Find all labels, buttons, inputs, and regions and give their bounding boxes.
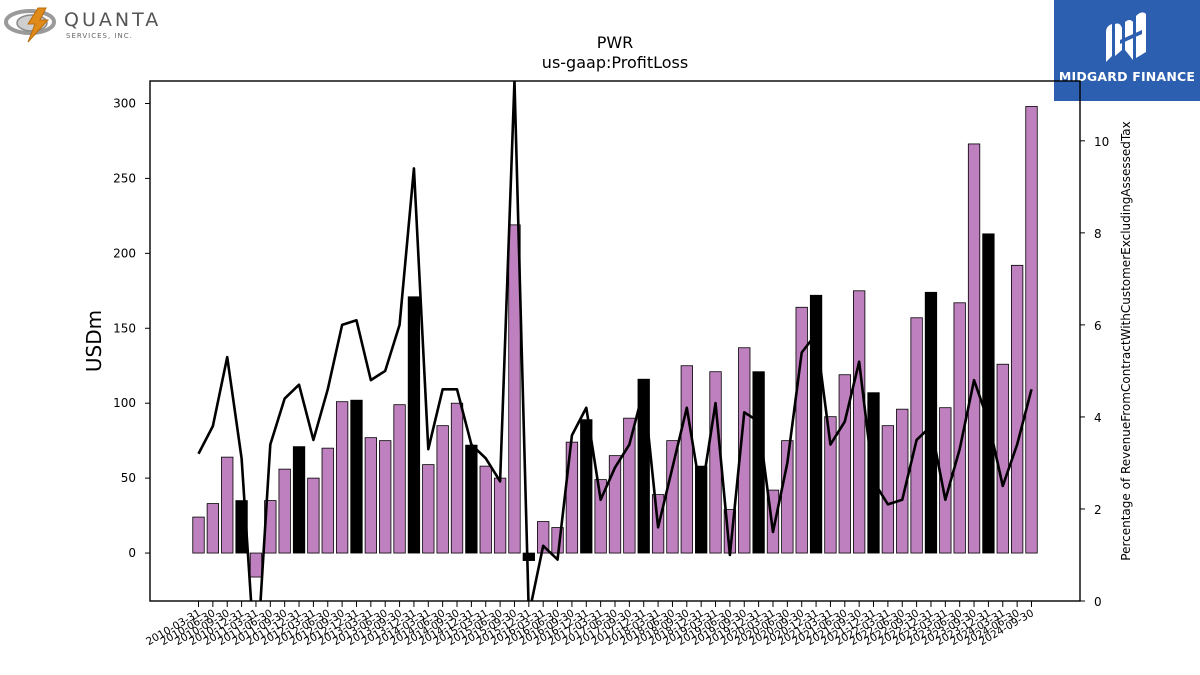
- bar: [608, 455, 622, 554]
- x-axis: 2010-03-312010-06-302010-09-302010-12-31…: [144, 601, 1036, 648]
- bar: [766, 489, 780, 554]
- y-tick-label: 200: [113, 246, 136, 260]
- y-tick-label: 300: [113, 96, 136, 110]
- bar: [1010, 264, 1024, 554]
- bar: [982, 233, 995, 554]
- bar: [206, 503, 220, 554]
- chart-subtitle: us-gaap:ProfitLoss: [542, 53, 688, 72]
- company-logo-subtext: SERVICES, INC.: [66, 32, 133, 40]
- bar: [680, 365, 693, 554]
- y2-tick-label: 0: [1094, 595, 1102, 609]
- bar: [996, 363, 1009, 554]
- lightning-globe-icon: QUANTA SERVICES, INC.: [4, 7, 160, 43]
- bar: [249, 552, 263, 578]
- bar: [493, 477, 507, 554]
- y2-tick-label: 10: [1094, 135, 1109, 149]
- bar: [508, 224, 521, 554]
- bar: [709, 371, 722, 554]
- bar-series: [192, 106, 1038, 578]
- bar: [221, 456, 234, 554]
- y-tick-label: 0: [128, 546, 136, 560]
- bar: [465, 444, 478, 554]
- bar: [364, 437, 377, 554]
- bar: [853, 290, 866, 554]
- y-tick-label: 250: [113, 171, 136, 185]
- bar: [738, 347, 751, 554]
- bar: [422, 464, 435, 554]
- publisher-logo-text: MIDGARD FINANCE: [1058, 69, 1196, 84]
- publisher-logo: MIDGARD FINANCE: [1054, 0, 1200, 101]
- bar: [795, 306, 808, 554]
- midgard-emblem-icon: [1106, 12, 1146, 62]
- y-axis-right: 0 2 4 6 8 10: [1080, 135, 1109, 609]
- bar: [924, 291, 938, 554]
- bar: [809, 294, 823, 554]
- bar: [1025, 106, 1038, 554]
- bar: [192, 516, 205, 554]
- y2-tick-label: 8: [1094, 227, 1102, 241]
- y2-axis-label: Percentage of RevenueFromContractWithCus…: [1119, 121, 1133, 560]
- bar: [522, 552, 535, 561]
- line-series: [197, 81, 1033, 601]
- bar: [637, 378, 650, 554]
- company-logo-text: QUANTA: [64, 9, 160, 31]
- bar: [350, 399, 363, 554]
- bar: [881, 425, 895, 554]
- bar: [278, 468, 291, 554]
- bar: [335, 401, 349, 554]
- company-logo: QUANTA SERVICES, INC.: [0, 0, 160, 50]
- bar: [292, 446, 306, 554]
- bar: [967, 143, 981, 554]
- bar: [479, 465, 492, 554]
- bar: [666, 440, 679, 554]
- chart-title: PWR: [597, 33, 634, 52]
- bar: [307, 477, 320, 554]
- series-line: [197, 81, 1033, 601]
- bar: [407, 296, 421, 554]
- bar: [695, 465, 708, 554]
- bar: [393, 404, 406, 554]
- bar: [594, 479, 607, 554]
- y-axis-label: USDm: [82, 310, 106, 372]
- y2-tick-label: 2: [1094, 503, 1102, 517]
- y-axis-left: 0 50 100 150 200 250 300: [113, 96, 150, 560]
- y2-tick-label: 4: [1094, 411, 1102, 425]
- bar: [580, 419, 593, 554]
- bar: [537, 521, 550, 554]
- y-tick-label: 150: [113, 321, 136, 335]
- bar: [321, 447, 334, 554]
- bar: [436, 425, 449, 554]
- bar: [824, 416, 837, 554]
- y-tick-label: 50: [121, 471, 136, 485]
- bar: [623, 417, 636, 554]
- y-tick-label: 100: [113, 396, 136, 410]
- bar: [379, 440, 392, 554]
- bar: [450, 402, 464, 554]
- y2-tick-label: 6: [1094, 319, 1102, 333]
- bar: [838, 374, 851, 554]
